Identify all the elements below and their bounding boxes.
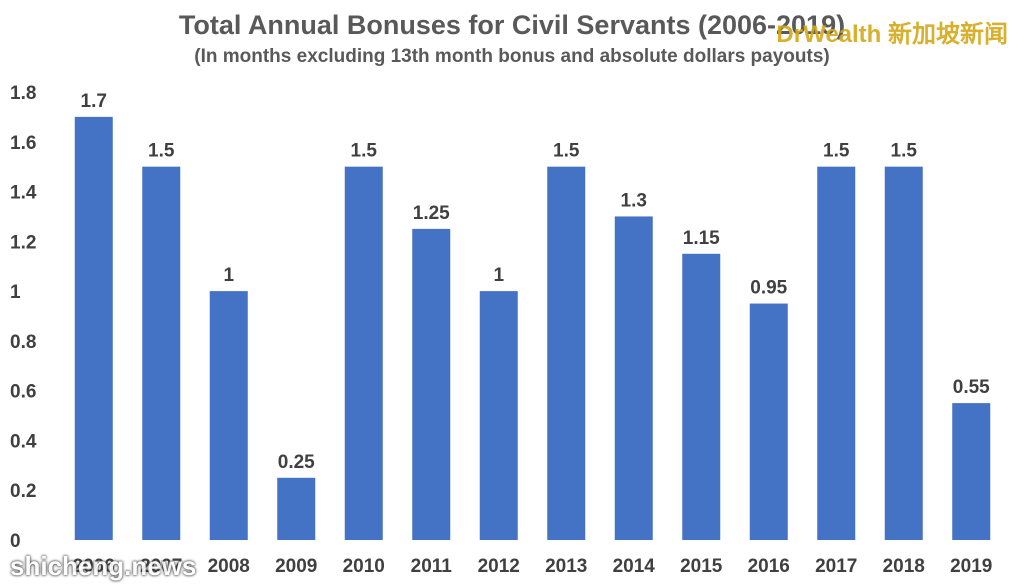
y-tick-label: 0.8: [10, 332, 36, 353]
bars-group: [74, 116, 991, 540]
x-tick-label-2012: 2012: [478, 556, 520, 577]
y-tick-label: 0.4: [10, 431, 37, 452]
bar-2008: [209, 291, 248, 540]
bar-2014: [614, 216, 653, 540]
x-tick-label-2017: 2017: [815, 556, 857, 577]
x-tick-label-2016: 2016: [748, 556, 790, 577]
data-label-2013: 1.5: [553, 141, 580, 162]
y-tick-label: 0: [10, 531, 21, 552]
data-label-2016: 0.95: [750, 278, 787, 299]
bar-2018: [884, 166, 923, 540]
data-label-2015: 1.15: [683, 228, 720, 249]
data-label-2010: 1.5: [351, 141, 378, 162]
data-label-2009: 0.25: [278, 452, 315, 473]
x-tick-label-2011: 2011: [411, 556, 453, 577]
y-tick-label: 1: [10, 282, 21, 303]
bar-2009: [277, 477, 316, 540]
data-label-2019: 0.55: [953, 377, 990, 398]
bar-2013: [547, 166, 586, 540]
data-label-2014: 1.3: [621, 190, 647, 211]
chart-subtitle: (In months excluding 13th month bonus an…: [194, 46, 830, 67]
x-tick-label-2008: 2008: [208, 556, 250, 577]
data-labels-group: 1.7 1.5 1 0.25 1.5 1.25 1 1.5 1.3 1.15 0.95 1.5 1.5 0…: [81, 91, 991, 473]
data-label-2017: 1.5: [823, 141, 850, 162]
x-tick-label-2009: 2009: [275, 556, 317, 577]
y-tick-label: 1.2: [10, 232, 36, 253]
bar-2012: [479, 291, 518, 540]
bar-2011: [412, 228, 451, 540]
data-label-2008: 1: [223, 265, 234, 286]
bar-2017: [817, 166, 856, 540]
bar-2019: [952, 403, 991, 540]
data-label-2006: 1.7: [81, 91, 107, 112]
bar-2007: [142, 166, 181, 540]
y-tick-label: 0.2: [10, 481, 36, 502]
x-axis: 2006 2007 2008 2009 2010 2011 2012 2013 2014 2015…: [73, 556, 993, 577]
data-label-2011: 1.25: [413, 203, 450, 224]
bar-2015: [682, 253, 721, 540]
x-tick-label-2018: 2018: [883, 556, 925, 577]
y-tick-label: 1.6: [10, 133, 36, 154]
watermark-top-right: DrWealth 新加坡新闻: [776, 21, 1008, 48]
data-label-2012: 1: [493, 265, 504, 286]
x-tick-label-2007: 2007: [140, 556, 182, 577]
y-tick-label: 1.8: [10, 83, 36, 104]
watermark-bottom-left: shicheng.news: [10, 551, 197, 581]
data-label-2007: 1.5: [148, 141, 175, 162]
y-axis: 0 0.2 0.4 0.6 0.8 1 1.2 1.4 1.6 1.8: [10, 83, 37, 552]
x-tick-label-2010: 2010: [343, 556, 385, 577]
x-tick-label-2014: 2014: [613, 556, 656, 577]
bar-2006: [74, 116, 113, 540]
y-tick-label: 0.6: [10, 382, 36, 403]
x-tick-label-2013: 2013: [545, 556, 587, 577]
chart-title: Total Annual Bonuses for Civil Servants …: [178, 10, 846, 40]
bar-2010: [344, 166, 383, 540]
bar-2016: [749, 303, 788, 540]
x-tick-label-2006: 2006: [73, 556, 115, 577]
x-tick-label-2019: 2019: [950, 556, 992, 577]
x-tick-label-2015: 2015: [680, 556, 723, 577]
data-label-2018: 1.5: [891, 141, 918, 162]
y-tick-label: 1.4: [10, 183, 37, 204]
